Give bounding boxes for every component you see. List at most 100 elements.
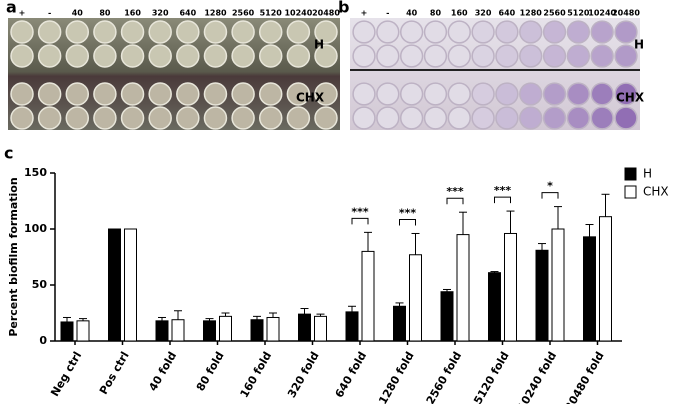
x-tick-label: 320 fold bbox=[285, 350, 322, 400]
y-tick-label: 0 bbox=[39, 334, 47, 347]
plate-well bbox=[542, 106, 567, 130]
plate-well bbox=[37, 20, 62, 44]
plate-well bbox=[203, 44, 228, 68]
panel-label: a bbox=[6, 0, 17, 17]
bar bbox=[203, 320, 216, 342]
plate-well bbox=[590, 106, 614, 130]
plate-well bbox=[148, 20, 172, 44]
plate-well bbox=[423, 44, 448, 68]
bar bbox=[108, 228, 121, 342]
plate-well bbox=[176, 44, 200, 68]
plate-well bbox=[120, 20, 145, 44]
plate-row-label: H bbox=[314, 38, 324, 52]
plate-well bbox=[286, 20, 311, 44]
bar bbox=[456, 234, 470, 342]
significance-bracket bbox=[494, 196, 511, 204]
plate-well bbox=[590, 44, 614, 68]
plate-column-label: 5120 bbox=[260, 9, 283, 18]
plate-well bbox=[542, 82, 567, 106]
legend-label: CHX bbox=[643, 185, 669, 199]
bar bbox=[60, 321, 74, 342]
y-tick-label: 50 bbox=[32, 278, 48, 291]
plate-well bbox=[471, 82, 495, 106]
x-tick-label: 640 fold bbox=[333, 350, 370, 400]
plate-well bbox=[471, 106, 495, 130]
legend-swatch bbox=[624, 167, 637, 181]
plate-well bbox=[148, 82, 172, 106]
plate-well bbox=[176, 106, 200, 130]
plate-column-label: 160 bbox=[451, 9, 468, 18]
bar bbox=[393, 305, 406, 342]
plate-well bbox=[93, 20, 117, 44]
plate-well bbox=[495, 82, 519, 106]
plate-well bbox=[376, 82, 400, 106]
significance-bracket bbox=[541, 192, 559, 199]
plate-well bbox=[614, 44, 638, 68]
plate-well bbox=[352, 106, 376, 130]
plate-well bbox=[566, 106, 591, 130]
plate-well bbox=[37, 82, 62, 106]
plate-well bbox=[376, 20, 400, 44]
bar bbox=[583, 236, 596, 342]
plate-column-label: + bbox=[361, 9, 368, 18]
plate-well bbox=[93, 82, 117, 106]
plate-well bbox=[37, 44, 62, 68]
photo-plate-a bbox=[8, 18, 340, 130]
plate-well bbox=[258, 44, 283, 68]
plate-well bbox=[495, 44, 519, 68]
plate-well bbox=[399, 20, 424, 44]
bar bbox=[440, 291, 454, 342]
plate-column-label: 640 bbox=[179, 9, 196, 18]
x-tick-label: 10240 fold bbox=[515, 350, 559, 404]
plate-column-label: 320 bbox=[475, 9, 492, 18]
plate-well bbox=[258, 106, 283, 130]
plate-column-label: 2560 bbox=[543, 9, 566, 18]
plate-well bbox=[399, 106, 424, 130]
plate-well bbox=[65, 44, 90, 68]
bar bbox=[535, 249, 549, 342]
plate-well bbox=[376, 106, 400, 130]
plate-well bbox=[258, 82, 283, 106]
bar bbox=[298, 313, 311, 342]
plate-column-label: - bbox=[48, 9, 51, 18]
plate-well bbox=[120, 106, 145, 130]
plate-well bbox=[203, 82, 228, 106]
plate-well bbox=[519, 20, 543, 44]
plate-well bbox=[376, 44, 400, 68]
bar bbox=[409, 254, 422, 342]
plate-well bbox=[37, 106, 62, 130]
plate-well bbox=[423, 20, 448, 44]
panel-label: b bbox=[338, 0, 349, 17]
bar bbox=[171, 319, 185, 342]
bar bbox=[504, 232, 517, 342]
x-tick-label: Pos ctrl bbox=[97, 350, 132, 397]
plate-well bbox=[65, 106, 90, 130]
plate-column-label: 2560 bbox=[232, 9, 255, 18]
bar bbox=[250, 319, 264, 342]
significance-label: *** bbox=[446, 185, 464, 198]
plate-well bbox=[10, 20, 34, 44]
bar bbox=[219, 315, 232, 342]
bar bbox=[361, 250, 375, 342]
plate-well bbox=[176, 82, 200, 106]
significance-label: * bbox=[547, 180, 553, 193]
plate-well bbox=[10, 82, 34, 106]
plate-well bbox=[314, 106, 338, 130]
x-tick-label: 5120 fold bbox=[471, 350, 511, 404]
x-tick-label: 160 fold bbox=[238, 350, 275, 400]
plate-well bbox=[120, 44, 145, 68]
plate-well bbox=[590, 82, 614, 106]
plate-column-label: 1280 bbox=[520, 9, 543, 18]
plate-well bbox=[148, 106, 172, 130]
plate-column-label: - bbox=[386, 9, 389, 18]
plate-well bbox=[176, 20, 200, 44]
plate-row-label: H bbox=[634, 38, 644, 52]
plate-well bbox=[231, 20, 255, 44]
plate-well bbox=[471, 44, 495, 68]
plate-well bbox=[542, 44, 567, 68]
plate-row-label: CHX bbox=[296, 91, 325, 105]
plate-well bbox=[495, 106, 519, 130]
plate-column-label: 20480 bbox=[312, 9, 340, 18]
plate-column-label: 5120 bbox=[567, 9, 590, 18]
